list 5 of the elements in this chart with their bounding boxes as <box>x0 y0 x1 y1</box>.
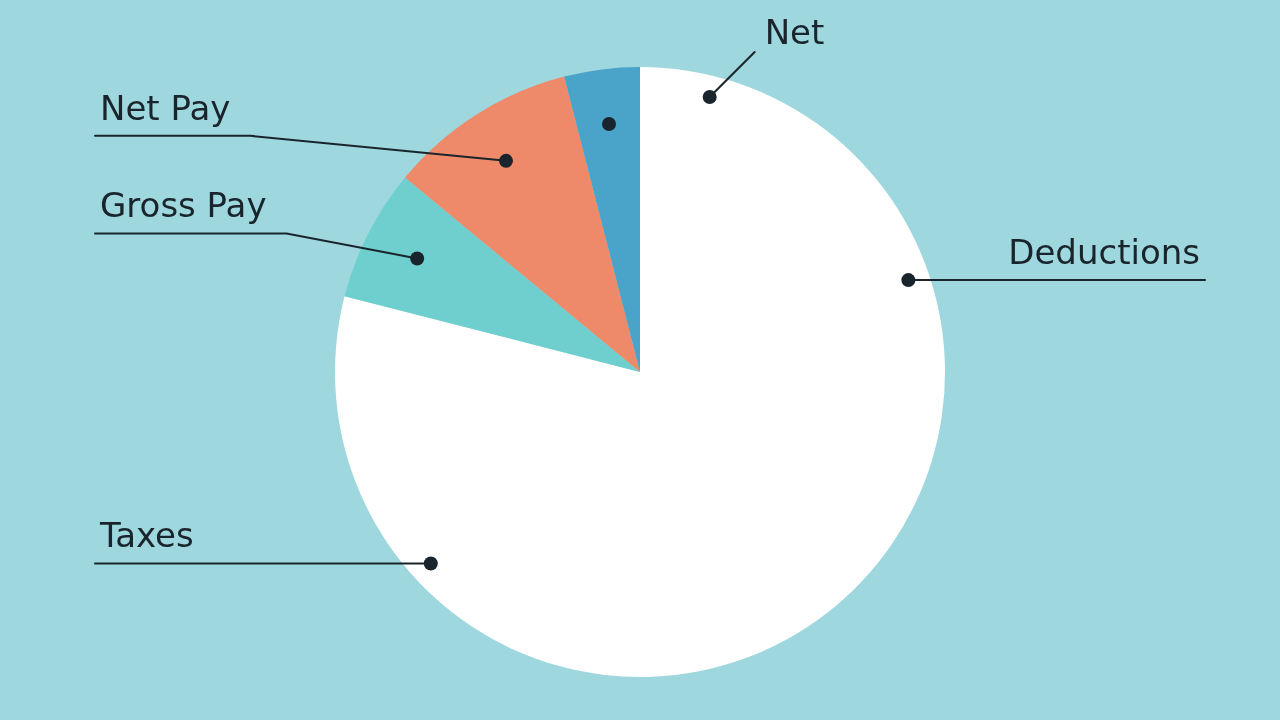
text: Deductions <box>1008 231 1200 272</box>
text: Net <box>764 11 825 52</box>
slice-label: Net Pay <box>100 87 231 128</box>
text: Taxes <box>99 515 194 556</box>
slice-label: Gross Pay <box>100 185 267 226</box>
